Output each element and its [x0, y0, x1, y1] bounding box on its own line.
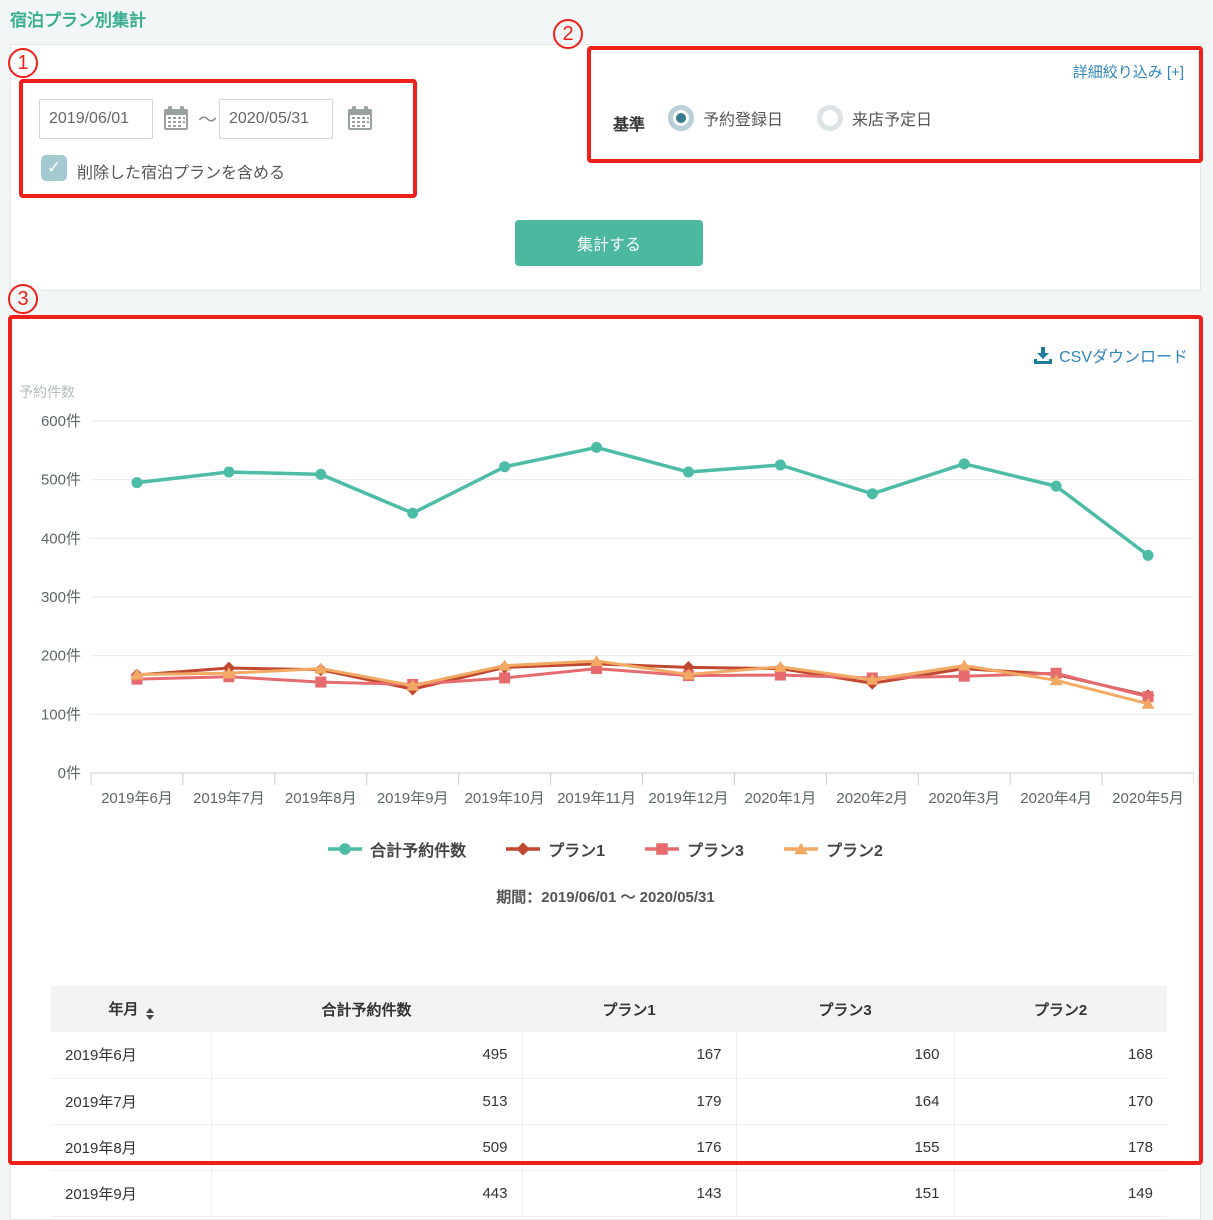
- radio-selected-icon[interactable]: [668, 105, 694, 131]
- chart-legend: 合計予約件数 プラン1 プラン3 プラン2: [11, 837, 1200, 861]
- csv-download-label: CSVダウンロード: [1059, 349, 1188, 366]
- svg-text:2020年1月: 2020年1月: [745, 790, 817, 807]
- row-value-cell: 164: [735, 1078, 954, 1125]
- row-month-cell: 2019年9月: [51, 1170, 211, 1217]
- radio-label: 予約登録日: [703, 112, 784, 129]
- aggregate-button[interactable]: 集計する: [515, 220, 703, 266]
- line-chart: 0件 100件 200件 300件 400件 500件 600件 2019年6月 2019年7月…: [41, 413, 1194, 807]
- column-header-4: プラン2: [954, 986, 1167, 1032]
- table-row: 2019年7月 513 179 164 170: [51, 1078, 1167, 1125]
- svg-text:2020年3月: 2020年3月: [928, 790, 1000, 807]
- row-value-cell: 149: [953, 1170, 1167, 1217]
- legend-item[interactable]: プラン1: [506, 837, 605, 861]
- diamond-marker-icon: [506, 842, 541, 856]
- legend-item[interactable]: プラン3: [645, 837, 744, 861]
- table-row: 2019年8月 509 176 155 178: [51, 1124, 1167, 1171]
- row-month-cell: 2019年6月: [51, 1032, 211, 1079]
- svg-text:2020年5月: 2020年5月: [1112, 790, 1184, 807]
- legend-label: 合計予約件数: [370, 843, 467, 860]
- include-deleted-plans-label: 削除した宿泊プランを含める: [77, 165, 286, 182]
- svg-text:2020年2月: 2020年2月: [836, 790, 908, 807]
- radio-unselected-icon[interactable]: [817, 105, 844, 131]
- criteria-radio-1[interactable]: 来店予定日: [817, 105, 932, 131]
- column-header-2: プラン1: [522, 986, 736, 1032]
- svg-text:400件: 400件: [41, 530, 81, 547]
- svg-text:0件: 0件: [58, 765, 81, 782]
- svg-text:2020年4月: 2020年4月: [1020, 790, 1092, 807]
- results-panel: CSVダウンロード 予約件数 0件 100件 200件 300件 400件 500件 600…: [10, 315, 1201, 1220]
- svg-text:2019年8月: 2019年8月: [285, 790, 357, 807]
- date-to-input[interactable]: [219, 99, 333, 139]
- row-value-cell: 168: [953, 1032, 1167, 1079]
- legend-item[interactable]: プラン2: [783, 837, 883, 861]
- date-range-separator: ～: [198, 110, 218, 131]
- csv-download-link[interactable]: CSVダウンロード: [1034, 343, 1188, 367]
- svg-text:2019年7月: 2019年7月: [193, 790, 265, 807]
- calendar-icon[interactable]: [347, 106, 373, 131]
- row-value-cell: 167: [521, 1032, 736, 1079]
- row-value-cell: 509: [210, 1124, 522, 1171]
- column-header-1: 合計予約件数: [211, 986, 522, 1032]
- results-table: 年月 合計予約件数 プラン1 プラン3 プラン2 2019年6月 495 167 160 168…: [51, 986, 1167, 1217]
- column-header-3: プラン3: [736, 986, 954, 1032]
- svg-text:2019年9月: 2019年9月: [377, 790, 449, 807]
- row-month-cell: 2019年8月: [51, 1124, 211, 1171]
- svg-text:2019年12月: 2019年12月: [648, 790, 728, 807]
- row-value-cell: 151: [735, 1170, 954, 1217]
- detail-filter-link[interactable]: 詳細絞り込み [+]: [1072, 64, 1184, 81]
- legend-label: プラン1: [548, 843, 606, 860]
- criteria-radio-group: 予約登録日 来店予定日: [668, 105, 932, 131]
- filter-panel: ～ ✓ 削除した宿泊プランを含める 詳細絞り込み [+] 基準 予約登録日 来店予…: [10, 44, 1201, 291]
- square-marker-icon: [645, 843, 680, 855]
- criteria-label: 基準: [613, 117, 646, 134]
- page-title: 宿泊プラン別集計: [10, 11, 146, 30]
- sort-icon[interactable]: [145, 1008, 154, 1020]
- row-value-cell: 443: [210, 1170, 522, 1217]
- svg-text:2019年6月: 2019年6月: [101, 790, 173, 807]
- svg-text:100件: 100件: [41, 706, 81, 723]
- table-header-row: 年月 合計予約件数 プラン1 プラン3 プラン2: [51, 986, 1167, 1032]
- include-deleted-plans-checkbox[interactable]: ✓: [41, 155, 67, 181]
- date-from-input[interactable]: [39, 99, 153, 139]
- period-label: 期間：2019/06/01 ～ 2020/05/31: [496, 889, 715, 906]
- svg-text:2019年10月: 2019年10月: [465, 790, 545, 807]
- y-axis-title: 予約件数: [19, 384, 75, 400]
- legend-label: プラン3: [687, 843, 744, 860]
- legend-label: プラン2: [825, 843, 883, 860]
- criteria-radio-0[interactable]: 予約登録日: [668, 105, 783, 131]
- circle-marker-icon: [328, 843, 363, 855]
- row-value-cell: 495: [210, 1032, 522, 1079]
- triangle-marker-icon: [783, 842, 818, 855]
- row-month-cell: 2019年7月: [51, 1078, 211, 1125]
- legend-item[interactable]: 合計予約件数: [328, 837, 466, 861]
- row-value-cell: 170: [953, 1078, 1167, 1125]
- svg-text:200件: 200件: [41, 648, 81, 665]
- column-header-0[interactable]: 年月: [51, 986, 211, 1032]
- annotation-badge-1: 1: [8, 48, 38, 78]
- download-icon: [1034, 346, 1053, 364]
- svg-text:300件: 300件: [41, 589, 81, 606]
- calendar-icon[interactable]: [163, 106, 189, 131]
- svg-text:2019年11月: 2019年11月: [557, 790, 636, 807]
- row-value-cell: 513: [210, 1078, 522, 1125]
- row-value-cell: 160: [735, 1032, 954, 1079]
- table-row: 2019年6月 495 167 160 168: [51, 1032, 1167, 1079]
- row-value-cell: 179: [521, 1078, 736, 1125]
- svg-text:500件: 500件: [41, 472, 81, 489]
- row-value-cell: 143: [521, 1170, 736, 1217]
- row-value-cell: 178: [953, 1124, 1167, 1171]
- table-row: 2019年9月 443 143 151 149: [51, 1170, 1167, 1217]
- row-value-cell: 155: [735, 1124, 954, 1171]
- annotation-badge-3: 3: [8, 284, 38, 314]
- row-value-cell: 176: [521, 1124, 736, 1171]
- radio-label: 来店予定日: [852, 112, 933, 129]
- annotation-badge-2: 2: [553, 19, 583, 49]
- svg-text:600件: 600件: [41, 413, 81, 430]
